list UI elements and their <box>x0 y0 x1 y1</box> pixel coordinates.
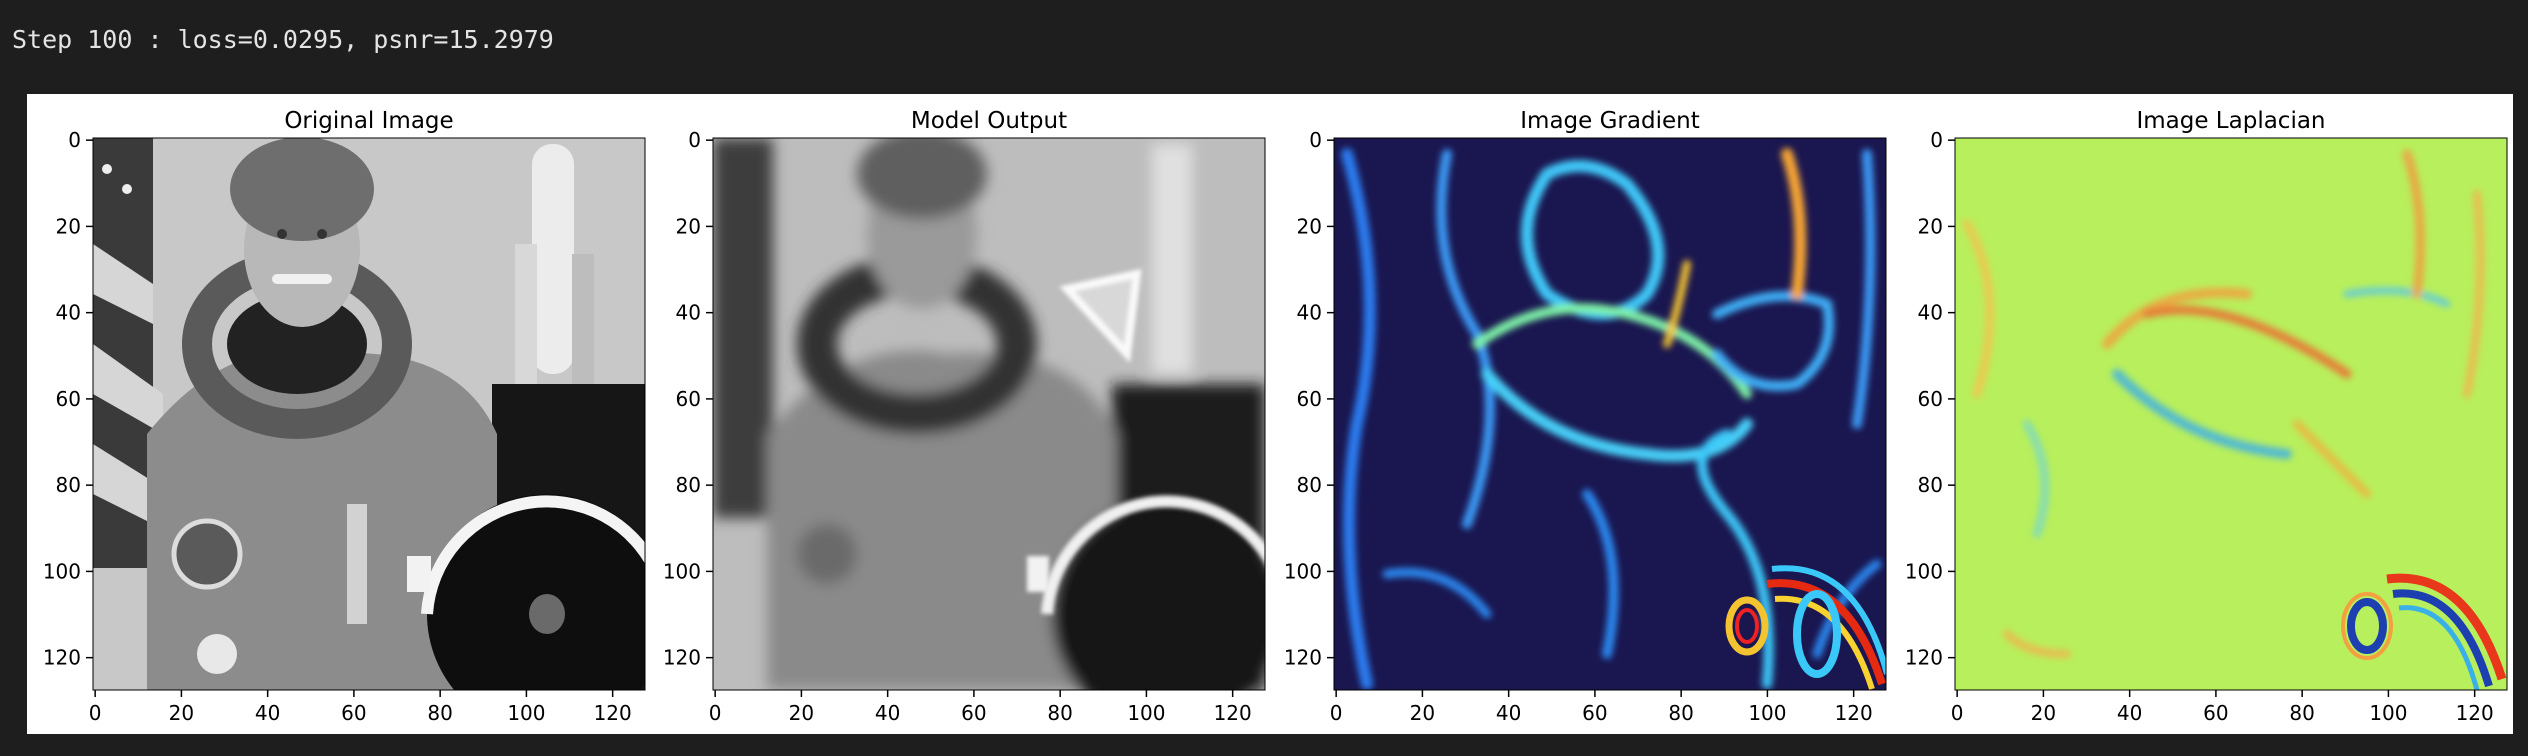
y-tick-label: 20 <box>1297 214 1322 238</box>
x-tick-label: 20 <box>2031 701 2056 725</box>
x-tick-label: 0 <box>1951 701 1964 725</box>
y-tick-label: 20 <box>1918 214 1943 238</box>
y-tick-label: 100 <box>43 559 81 583</box>
x-tick-label: 40 <box>255 701 280 725</box>
x-tick-label: 120 <box>594 701 632 725</box>
panel-image-gradient: Image Gradient <box>1333 108 1887 691</box>
x-tick-label: 120 <box>1835 701 1873 725</box>
y-tick-label: 80 <box>56 473 81 497</box>
y-tick-label: 40 <box>56 301 81 325</box>
figure: Original Image <box>27 94 2513 734</box>
laplacian-image <box>1955 138 2507 690</box>
panel-model-output: Model Output <box>712 108 1266 691</box>
x-tick-label: 120 <box>2456 701 2494 725</box>
x-tick-label: 120 <box>1214 701 1252 725</box>
x-tick-label: 100 <box>1127 701 1165 725</box>
y-tick-label: 60 <box>1918 387 1943 411</box>
y-tick-label: 0 <box>688 128 701 152</box>
y-tick-label: 80 <box>1297 473 1322 497</box>
x-tick-label: 0 <box>89 701 102 725</box>
original-image <box>93 138 645 690</box>
gradient-image <box>1334 138 1886 690</box>
x-tick-label: 20 <box>789 701 814 725</box>
panel-title: Original Image <box>284 108 453 134</box>
y-tick-label: 120 <box>663 646 701 670</box>
y-tick-label: 100 <box>663 559 701 583</box>
y-tick-label: 40 <box>676 301 701 325</box>
y-tick-label: 40 <box>1297 301 1322 325</box>
x-tick-label: 60 <box>961 701 986 725</box>
y-tick-label: 80 <box>1918 473 1943 497</box>
x-tick-label: 60 <box>1582 701 1607 725</box>
panel-original-image: Original Image <box>92 108 646 691</box>
x-tick-label: 40 <box>2117 701 2142 725</box>
y-tick-label: 100 <box>1284 559 1322 583</box>
panel-image-laplacian: Image Laplacian <box>1954 108 2508 691</box>
x-tick-label: 0 <box>1330 701 1343 725</box>
model-output-image <box>713 138 1265 690</box>
x-tick-label: 0 <box>709 701 722 725</box>
x-tick-label: 80 <box>2289 701 2314 725</box>
x-tick-label: 60 <box>2203 701 2228 725</box>
figure-canvas: Original Image <box>43 108 2508 725</box>
tick-layer: 0 20 40 60 80 100 120 0 20 40 60 80 100 120 0 20 40 60 80 1… <box>43 128 2494 725</box>
x-tick-label: 80 <box>427 701 452 725</box>
x-tick-label: 40 <box>1496 701 1521 725</box>
y-tick-label: 120 <box>43 646 81 670</box>
y-tick-label: 100 <box>1905 559 1943 583</box>
y-tick-label: 20 <box>676 214 701 238</box>
panel-title: Image Gradient <box>1520 108 1699 134</box>
x-tick-label: 20 <box>1410 701 1435 725</box>
panel-title: Model Output <box>911 108 1067 134</box>
x-tick-label: 60 <box>341 701 366 725</box>
output-log-line: Step 100 : loss=0.0295, psnr=15.2979 <box>12 25 554 54</box>
y-tick-label: 20 <box>56 214 81 238</box>
y-tick-label: 120 <box>1905 646 1943 670</box>
x-tick-label: 100 <box>507 701 545 725</box>
y-tick-label: 60 <box>1297 387 1322 411</box>
y-tick-label: 60 <box>676 387 701 411</box>
panel-title: Image Laplacian <box>2136 108 2325 134</box>
x-tick-label: 100 <box>1748 701 1786 725</box>
x-tick-label: 20 <box>169 701 194 725</box>
y-tick-label: 0 <box>1309 128 1322 152</box>
x-tick-label: 80 <box>1047 701 1072 725</box>
y-tick-label: 80 <box>676 473 701 497</box>
x-tick-label: 80 <box>1668 701 1693 725</box>
x-tick-label: 40 <box>875 701 900 725</box>
y-tick-label: 120 <box>1284 646 1322 670</box>
y-tick-label: 40 <box>1918 301 1943 325</box>
x-tick-label: 100 <box>2369 701 2407 725</box>
y-tick-label: 0 <box>1930 128 1943 152</box>
y-tick-label: 0 <box>68 128 81 152</box>
y-tick-label: 60 <box>56 387 81 411</box>
